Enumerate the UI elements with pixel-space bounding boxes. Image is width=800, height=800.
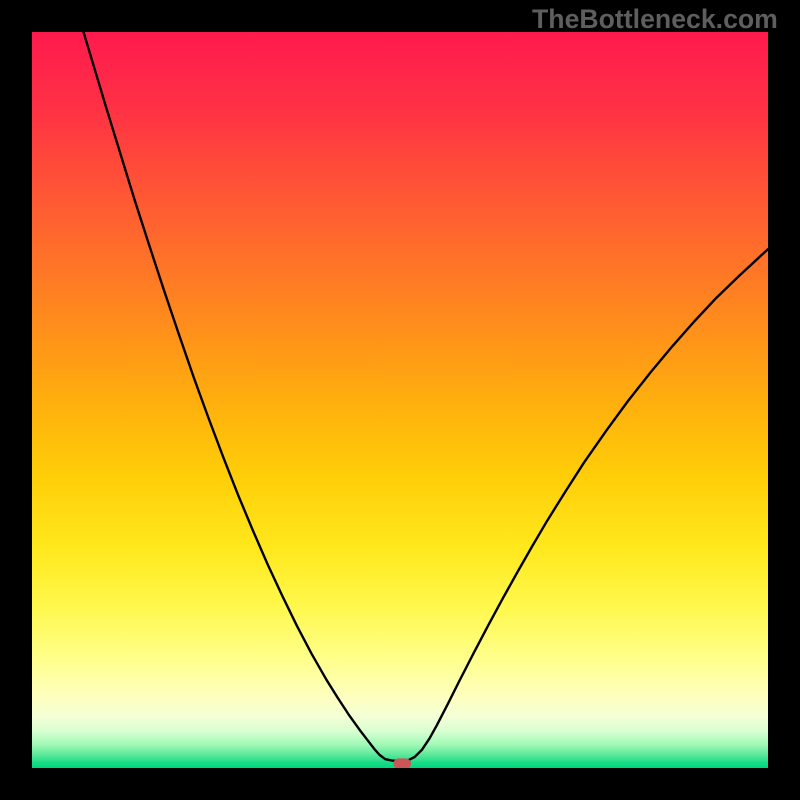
- v-curve: [84, 32, 768, 761]
- curve-layer: [32, 32, 768, 768]
- watermark-label: TheBottleneck.com: [532, 4, 778, 35]
- min-marker: [393, 758, 411, 768]
- plot-area: [32, 32, 768, 768]
- chart-frame: TheBottleneck.com: [0, 0, 800, 800]
